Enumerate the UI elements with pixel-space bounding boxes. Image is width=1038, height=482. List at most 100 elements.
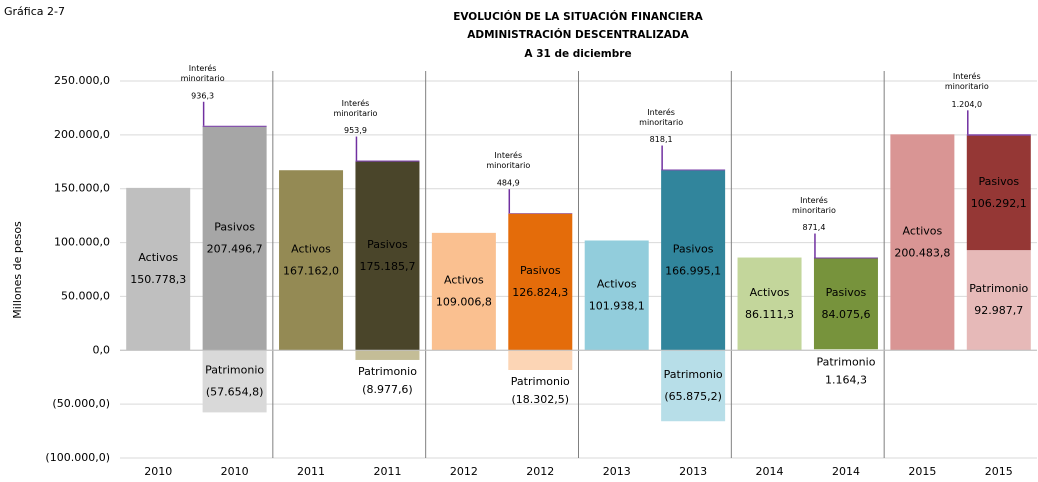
bar-segment: [202, 350, 267, 413]
series-name: Interés minoritario: [639, 107, 684, 127]
x-tick-label: 2011: [373, 465, 401, 478]
series-name: Pasivos: [673, 242, 714, 255]
series-name: Activos: [903, 224, 943, 237]
bar-segment: [813, 258, 878, 350]
annotation: Interés minoritario: [333, 98, 378, 118]
chart-title: A 31 de diciembre: [524, 48, 631, 60]
series-name: Interés minoritario: [486, 151, 531, 171]
series-name: Activos: [597, 277, 637, 290]
x-tick-label: 2010: [144, 465, 172, 478]
x-tick-label: 2010: [221, 465, 249, 478]
series-name: Patrimonio: [816, 355, 875, 368]
y-tick-label: 150.000,0: [54, 182, 110, 195]
series-name: Activos: [291, 242, 331, 255]
data-label: 92.987,7: [974, 304, 1023, 317]
y-tick-label: 50.000,0: [61, 289, 110, 302]
data-label: 953,9: [344, 126, 367, 135]
series-name: Interés minoritario: [333, 98, 378, 118]
data-label: 166.995,1: [665, 264, 721, 277]
bar-segment: [279, 170, 344, 351]
bar-segment: [813, 349, 878, 351]
annotation: Interés minoritario: [486, 151, 531, 171]
series-name: Interés minoritario: [180, 63, 225, 83]
y-axis-label: Millones de pesos: [11, 221, 24, 319]
y-tick-label: (50.000,0): [52, 397, 110, 410]
bar-segment: [890, 134, 955, 351]
bar-segment: [126, 187, 191, 351]
bar-segment: [966, 135, 1031, 251]
bar-segment: [508, 213, 573, 214]
data-label: 1.164,3: [825, 373, 867, 386]
data-label: 484,9: [497, 179, 520, 188]
bar-segment: [737, 257, 802, 351]
bar-segment: [508, 350, 573, 371]
data-label: 167.162,0: [283, 264, 339, 277]
data-label: 109.006,8: [436, 296, 492, 309]
annotation: Interés minoritario: [180, 63, 225, 83]
data-label: 200.483,8: [894, 246, 950, 259]
bar-segment: [584, 240, 649, 351]
data-label: 150.778,3: [130, 273, 186, 286]
data-label: 936,3: [191, 91, 214, 100]
annotation: Interés minoritario: [791, 195, 836, 215]
figure-label: Gráfica 2-7: [4, 5, 65, 18]
x-tick-label: 2014: [832, 465, 860, 478]
data-label: 1.204,0: [952, 100, 983, 109]
annotation: Interés minoritario: [639, 107, 684, 127]
annotation: Interés minoritario: [944, 72, 989, 92]
data-label: 86.111,3: [745, 308, 794, 321]
series-name: Activos: [138, 251, 178, 264]
data-label: (18.302,5): [512, 393, 570, 406]
bar-segment: [966, 134, 1031, 136]
series-name: Patrimonio: [358, 365, 417, 378]
bar-segment: [661, 169, 726, 171]
bar-segment: [661, 350, 726, 422]
y-tick-label: (100.000,0): [45, 451, 110, 464]
x-tick-label: 2013: [603, 465, 631, 478]
bar-segment: [202, 125, 267, 127]
series-name: Patrimonio: [969, 282, 1028, 295]
y-tick-label: 250.000,0: [54, 74, 110, 87]
data-label: 175.185,7: [359, 260, 415, 273]
data-label: 207.496,7: [207, 243, 263, 256]
series-name: Pasivos: [978, 175, 1019, 188]
series-name: Pasivos: [214, 221, 255, 234]
data-label: 84.075,6: [821, 308, 870, 321]
data-label: (65.875,2): [664, 390, 722, 403]
data-label: (57.654,8): [206, 385, 264, 398]
series-name: Pasivos: [826, 286, 867, 299]
chart-title: ADMINISTRACIÓN DESCENTRALIZADA: [467, 28, 689, 41]
x-tick-label: 2012: [450, 465, 478, 478]
bar-segment: [813, 257, 878, 259]
data-label: (8.977,6): [362, 383, 413, 396]
series-name: Pasivos: [520, 264, 561, 277]
x-tick-label: 2011: [297, 465, 325, 478]
data-label: 101.938,1: [589, 299, 645, 312]
y-tick-label: 200.000,0: [54, 128, 110, 141]
series-name: Patrimonio: [511, 375, 570, 388]
bar-segment: [202, 126, 267, 351]
series-name: Patrimonio: [205, 363, 264, 376]
chart-title: EVOLUCIÓN DE LA SITUACIÓN FINANCIERA: [453, 10, 703, 23]
data-label: 126.824,3: [512, 286, 568, 299]
series-name: Interés minoritario: [791, 195, 836, 215]
data-label: 871,4: [803, 223, 826, 232]
series-name: Patrimonio: [664, 368, 723, 381]
series-name: Interés minoritario: [944, 72, 989, 92]
bar-segment: [355, 350, 420, 360]
series-name: Activos: [750, 286, 790, 299]
x-tick-label: 2015: [985, 465, 1013, 478]
bar-segment: [508, 213, 573, 351]
x-tick-label: 2013: [679, 465, 707, 478]
bar-segment: [355, 160, 420, 162]
series-name: Pasivos: [367, 238, 408, 251]
x-tick-label: 2012: [526, 465, 554, 478]
bar-segment: [355, 161, 420, 351]
data-label: 818,1: [650, 135, 673, 144]
y-tick-label: 0,0: [93, 343, 111, 356]
x-tick-label: 2014: [756, 465, 784, 478]
bar-segment: [661, 170, 726, 351]
series-name: Activos: [444, 274, 484, 287]
y-tick-label: 100.000,0: [54, 236, 110, 249]
